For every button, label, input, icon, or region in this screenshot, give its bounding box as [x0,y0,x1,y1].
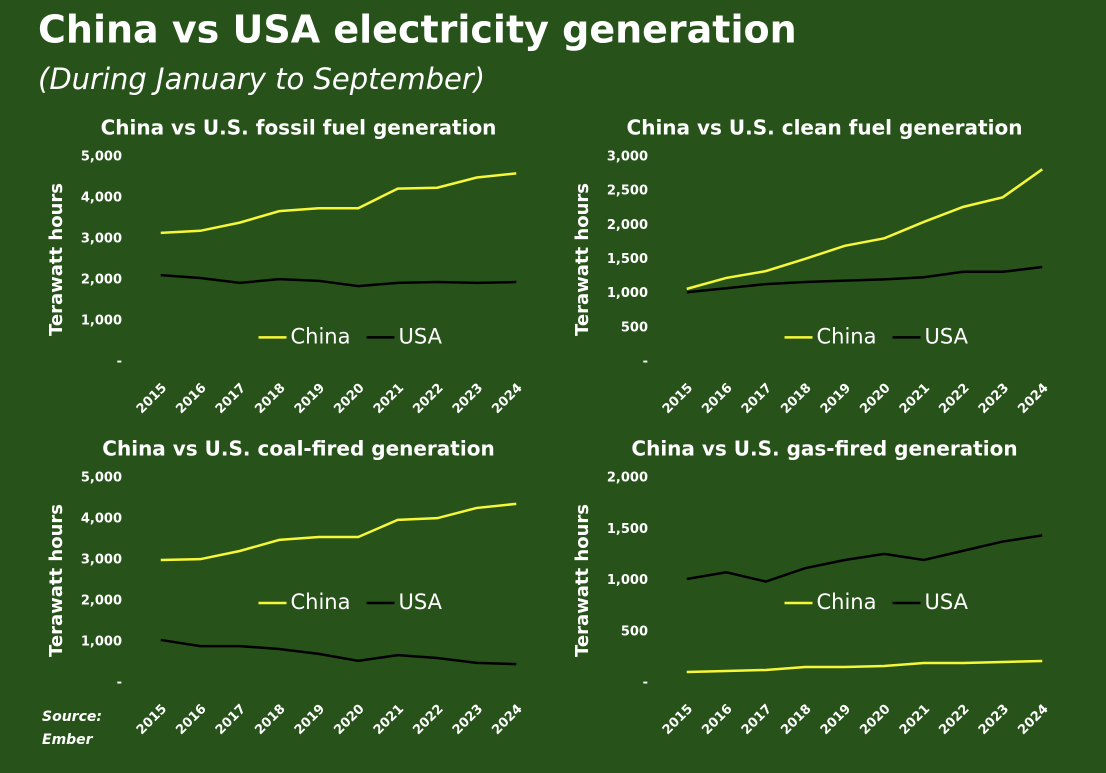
x-tick-label: 2024 [1015,702,1051,738]
y-axis-label: Terawatt hours [572,183,593,336]
x-tick-label: 2019 [818,381,854,417]
x-tick-label: 2020 [857,702,893,738]
y-tick-label: - [117,355,122,370]
x-tick-label: 2018 [778,702,814,738]
y-axis-label: Terawatt hours [46,183,67,336]
x-tick-label: 2023 [450,702,486,738]
y-tick-label: 4,000 [81,512,122,527]
y-tick-label: 1,000 [607,286,648,301]
data-line [686,265,1043,294]
y-tick-label: - [643,355,648,370]
subplot-title: China vs U.S. fossil fuel generation [101,116,497,140]
legend-text: China [291,590,351,614]
y-tick-label: 500 [621,624,648,639]
legend-text: USA [925,324,969,348]
legend-text: China [291,324,351,348]
x-tick-label: 2017 [739,381,775,417]
y-tick-label: 2,000 [607,471,648,486]
data-line [160,638,517,666]
x-tick-label: 2020 [331,381,367,417]
x-tick-label: 2017 [213,381,249,417]
data-line [160,502,517,562]
x-tick-label: 2017 [213,702,249,738]
x-tick-label: 2022 [936,381,972,417]
source-label: Source: [42,709,102,725]
y-tick-label: 2,000 [81,273,122,288]
x-tick-label: 2018 [252,381,288,417]
x-tick-label: 2024 [489,702,525,738]
x-tick-label: 2023 [976,702,1012,738]
y-tick-label: 1,500 [607,522,648,537]
y-tick-label: 3,000 [607,150,648,165]
y-tick-label: 5,000 [81,471,122,486]
y-tick-label: 3,000 [81,232,122,247]
page-title: China vs USA electricity generation [38,8,797,52]
x-tick-label: 2021 [897,381,933,417]
x-tick-label: 2018 [252,702,288,738]
x-tick-label: 2019 [292,702,328,738]
x-tick-label: 2019 [292,381,328,417]
x-tick-label: 2019 [818,702,854,738]
data-line [160,172,517,235]
x-tick-label: 2015 [660,381,696,417]
page-subtitle: (During January to September) [38,62,485,96]
x-tick-label: 2016 [173,381,209,417]
x-tick-label: 2015 [134,702,170,738]
data-line [160,273,517,288]
data-line [686,168,1043,291]
legend-text: China [817,324,877,348]
y-tick-label: 1,000 [81,314,122,329]
y-tick-label: 1,500 [607,252,648,267]
x-tick-label: 2015 [660,702,696,738]
y-tick-label: 2,000 [607,218,648,233]
x-tick-label: 2016 [699,381,735,417]
y-tick-label: 1,000 [607,573,648,588]
y-tick-label: - [117,676,122,691]
x-tick-label: 2016 [173,702,209,738]
x-tick-label: 2020 [857,381,893,417]
x-tick-label: 2023 [976,381,1012,417]
subplot-title: China vs U.S. clean fuel generation [627,116,1023,140]
y-tick-label: 2,000 [81,594,122,609]
x-tick-label: 2021 [897,702,933,738]
y-axis-label: Terawatt hours [46,504,67,657]
y-tick-label: 2,500 [607,184,648,199]
y-tick-label: 1,000 [81,635,122,650]
x-tick-label: 2022 [936,702,972,738]
subplot-title: China vs U.S. coal-fired generation [102,437,494,461]
x-tick-label: 2024 [489,381,525,417]
y-tick-label: 5,000 [81,150,122,165]
legend-text: USA [925,590,969,614]
y-axis-label: Terawatt hours [572,504,593,657]
y-tick-label: - [643,676,648,691]
y-tick-label: 4,000 [81,191,122,206]
legend-text: USA [399,590,443,614]
data-line [686,659,1043,674]
y-tick-label: 3,000 [81,553,122,568]
x-tick-label: 2021 [371,381,407,417]
x-tick-label: 2018 [778,381,814,417]
x-tick-label: 2017 [739,702,775,738]
x-tick-label: 2023 [450,381,486,417]
x-tick-label: 2021 [371,702,407,738]
x-tick-label: 2024 [1015,381,1051,417]
x-tick-label: 2022 [410,702,446,738]
data-line [686,534,1043,583]
source-name: Ember [42,732,94,748]
x-tick-label: 2016 [699,702,735,738]
legend-text: USA [399,324,443,348]
legend-text: China [817,590,877,614]
x-tick-label: 2020 [331,702,367,738]
x-tick-label: 2022 [410,381,446,417]
y-tick-label: 500 [621,320,648,335]
x-tick-label: 2015 [134,381,170,417]
subplot-title: China vs U.S. gas-fired generation [631,437,1017,461]
